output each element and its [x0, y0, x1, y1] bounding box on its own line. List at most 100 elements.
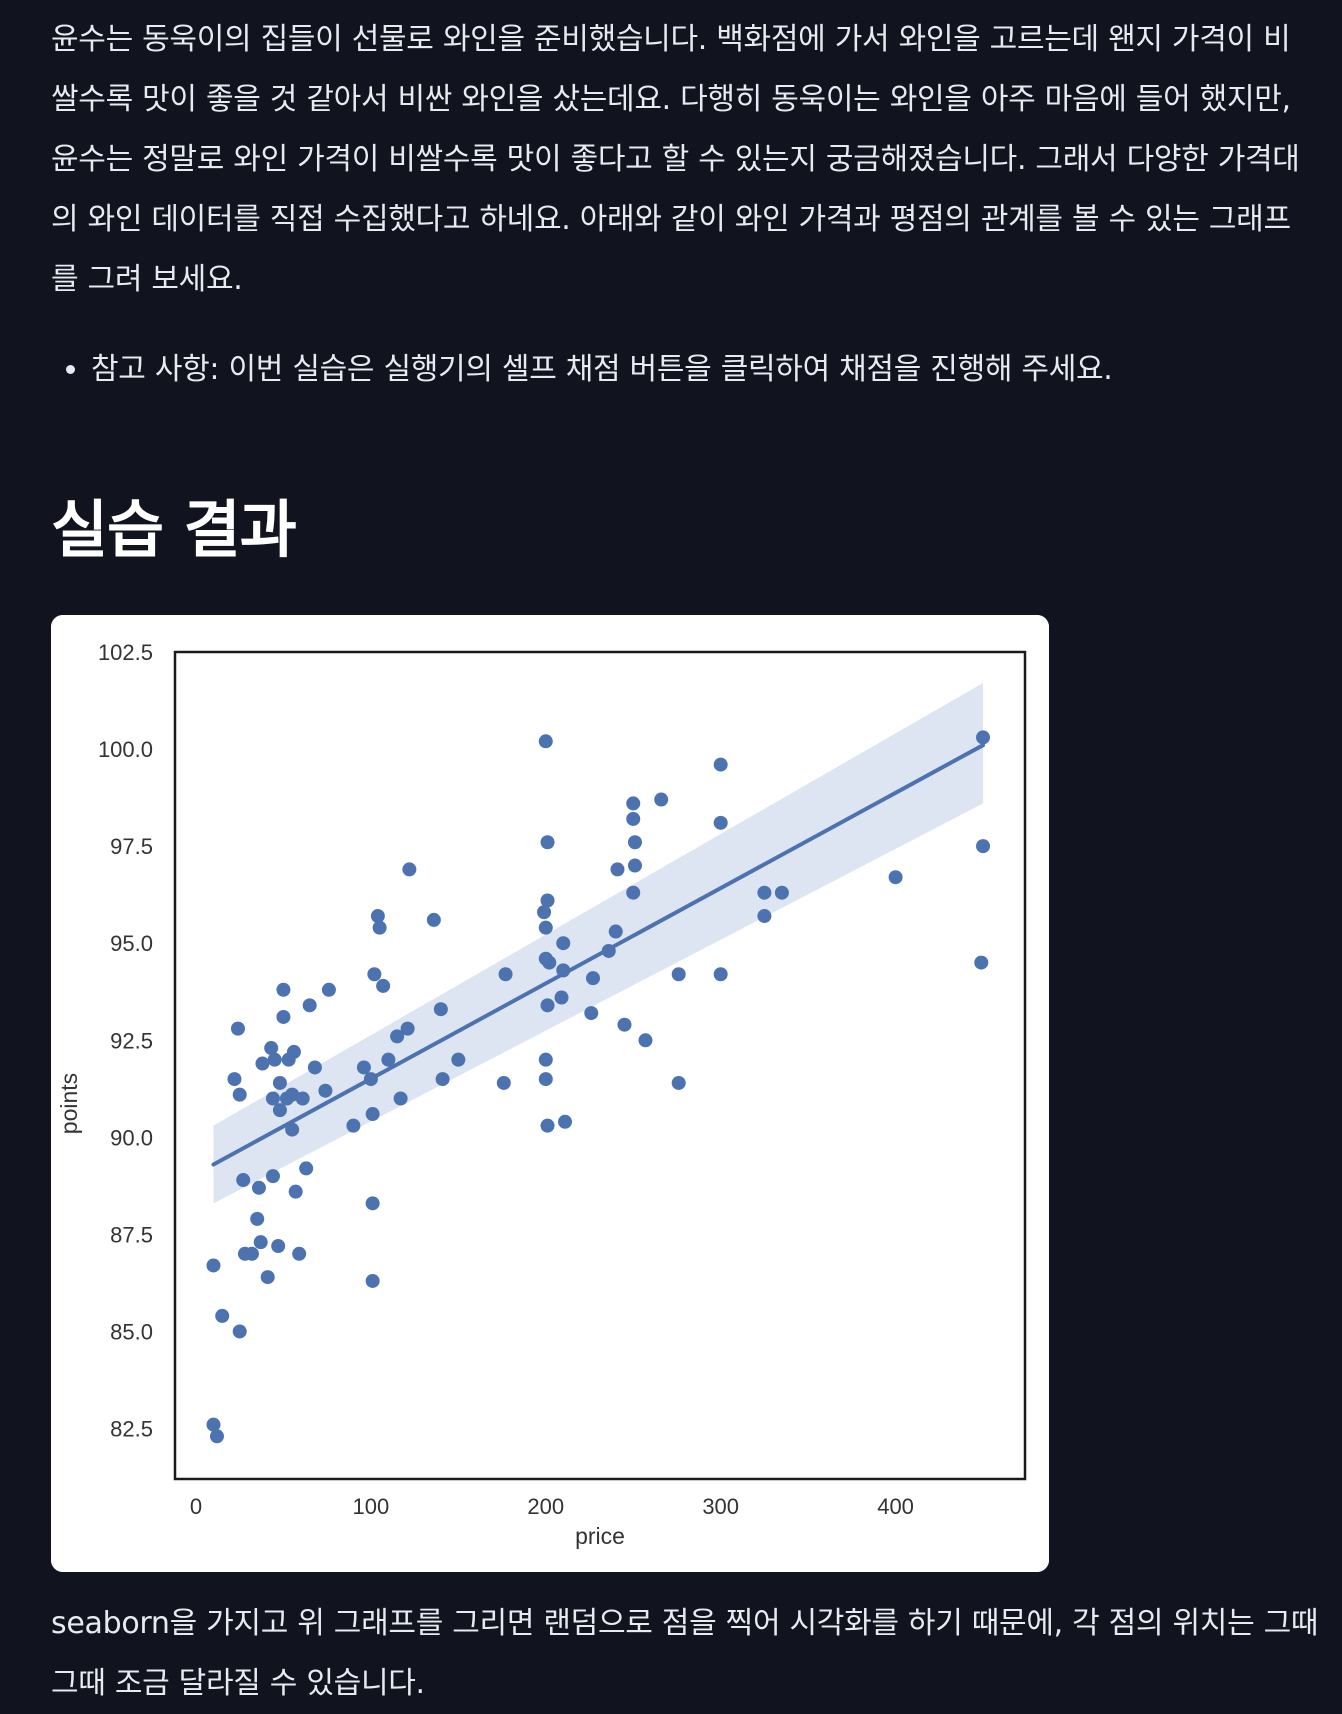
data-point: [400, 1021, 415, 1036]
data-point: [365, 1196, 380, 1211]
data-point: [232, 1087, 247, 1102]
scatter-chart: 0 100 200 300 400 82.5 85.0 87.5 90.0 92.5 95.0 97…: [51, 615, 1049, 1572]
data-point: [272, 1075, 287, 1090]
data-point: [537, 905, 552, 920]
data-point: [976, 730, 991, 745]
data-point: [540, 893, 555, 908]
data-point: [250, 1211, 265, 1226]
data-point: [558, 1114, 573, 1129]
data-point: [610, 862, 625, 877]
data-point: [538, 734, 553, 749]
data-point: [285, 1087, 300, 1102]
data-point: [626, 811, 641, 826]
data-point: [251, 1180, 266, 1195]
data-point: [757, 885, 772, 900]
data-point: [617, 1017, 632, 1032]
data-point: [267, 1052, 282, 1067]
data-point: [206, 1417, 221, 1432]
regression-line: [211, 743, 986, 1167]
data-point: [451, 1052, 466, 1067]
data-point: [496, 1075, 511, 1090]
data-point: [433, 1002, 448, 1017]
x-tick-label: 300: [702, 1494, 739, 1519]
data-point: [265, 1169, 280, 1184]
y-tick-label: 102.5: [98, 640, 153, 665]
y-tick-label: 92.5: [110, 1028, 153, 1053]
data-point: [888, 870, 903, 885]
data-point: [276, 982, 291, 997]
data-point: [538, 920, 553, 935]
data-point: [318, 1083, 333, 1098]
data-point: [292, 1246, 307, 1261]
data-point: [554, 990, 569, 1005]
data-point: [321, 982, 336, 997]
data-point: [426, 912, 441, 927]
data-point: [435, 1072, 450, 1087]
data-point: [540, 998, 555, 1013]
y-tick-label: 100.0: [98, 737, 153, 762]
data-point: [209, 1429, 224, 1444]
x-tick-label: 100: [353, 1494, 390, 1519]
data-point: [498, 967, 513, 982]
x-tick-label: 200: [527, 1494, 564, 1519]
y-tick-label: 90.0: [110, 1125, 153, 1150]
section-title: 실습 결과: [51, 493, 297, 566]
data-point: [608, 924, 623, 939]
data-point: [232, 1324, 247, 1339]
data-point: [346, 1118, 361, 1133]
data-point: [285, 1122, 300, 1137]
data-point: [295, 1091, 310, 1106]
data-point: [671, 1075, 686, 1090]
data-point: [272, 1103, 287, 1118]
data-point: [638, 1033, 653, 1048]
data-point: [584, 1006, 599, 1021]
y-axis-label: points: [56, 1073, 82, 1134]
data-point: [370, 909, 385, 924]
y-tick-label: 85.0: [110, 1319, 153, 1344]
data-point: [215, 1308, 230, 1323]
y-tick-label: 87.5: [110, 1222, 153, 1247]
data-point: [626, 796, 641, 811]
data-point: [299, 1161, 314, 1176]
data-point: [255, 1056, 270, 1071]
data-point: [757, 909, 772, 924]
notes-list: 참고 사항: 이번 실습은 실행기의 셀프 채점 버튼을 클릭하여 채점을 진행…: [51, 342, 1311, 398]
data-point: [976, 839, 991, 854]
data-point: [288, 1184, 303, 1199]
data-point: [626, 885, 641, 900]
x-tick-label: 0: [190, 1494, 202, 1519]
data-point: [227, 1072, 242, 1087]
intro-paragraph: 윤수는 동욱이의 집들이 선물로 와인을 준비했습니다. 백화점에 가서 와인을…: [51, 22, 1300, 297]
data-point: [671, 967, 686, 982]
data-point: [538, 1072, 553, 1087]
data-point: [713, 757, 728, 772]
data-point: [367, 967, 382, 982]
outro-paragraph: seaborn을 가지고 위 그래프를 그리면 랜덤으로 점을 찍어 시각화를 …: [51, 1606, 1319, 1701]
data-point: [713, 967, 728, 982]
data-point: [244, 1246, 259, 1261]
data-point: [393, 1091, 408, 1106]
data-point: [265, 1091, 280, 1106]
data-point: [365, 1273, 380, 1288]
data-point: [381, 1052, 396, 1067]
data-point: [264, 1041, 279, 1056]
x-tick-label: 400: [877, 1494, 914, 1519]
x-axis-label: price: [575, 1523, 625, 1549]
data-point: [372, 920, 387, 935]
data-point: [542, 955, 557, 970]
data-point: [302, 998, 317, 1013]
data-point: [540, 1118, 555, 1133]
data-point: [307, 1060, 322, 1075]
y-axis-ticks: 82.5 85.0 87.5 90.0 92.5 95.0 97.5 100.0 102.5: [98, 640, 153, 1442]
data-points: [206, 730, 991, 1444]
chart-figure: 0 100 200 300 400 82.5 85.0 87.5 90.0 92.5 95.0 97…: [51, 615, 1049, 1572]
y-tick-label: 82.5: [110, 1417, 153, 1442]
data-point: [627, 835, 642, 850]
data-point: [286, 1044, 301, 1059]
x-axis-ticks: 0 100 200 300 400: [190, 1494, 914, 1519]
data-point: [627, 858, 642, 873]
y-tick-label: 97.5: [110, 834, 153, 859]
data-point: [271, 1239, 286, 1254]
data-point: [774, 885, 789, 900]
data-point: [713, 815, 728, 830]
